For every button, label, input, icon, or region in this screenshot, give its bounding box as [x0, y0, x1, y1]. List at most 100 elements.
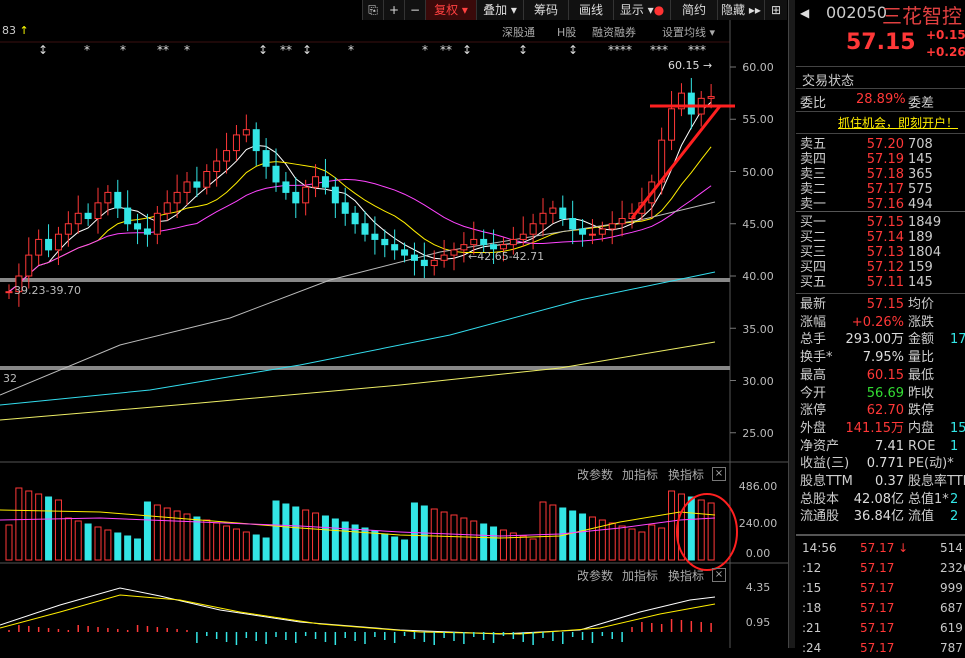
- simple-button[interactable]: 简约: [670, 0, 717, 20]
- volume-bar: [104, 529, 112, 561]
- macd-change-params[interactable]: 改参数: [577, 569, 614, 583]
- volume-bar: [450, 514, 458, 561]
- ma-line-10: [8, 146, 712, 293]
- volume-bar: [381, 533, 389, 561]
- bid-row[interactable]: 买三 57.13 1804: [800, 244, 965, 261]
- volume-bar: [25, 490, 33, 561]
- restore-rights-button[interactable]: 复权 ▾: [425, 0, 476, 20]
- volume-bar: [410, 502, 418, 561]
- expand-icon[interactable]: ⊞: [764, 0, 787, 20]
- candle-body: [410, 254, 418, 261]
- ask-row-label: 卖一: [800, 197, 827, 212]
- stat-v1: 56.69: [866, 385, 904, 401]
- code-label: 83 ↑: [2, 24, 29, 37]
- tick-time: :21: [802, 621, 822, 635]
- volume-bar: [361, 527, 369, 561]
- volume-bar: [638, 531, 646, 561]
- volume-bar: [312, 512, 320, 561]
- hide-button[interactable]: 隐藏 ▸▸: [717, 0, 764, 20]
- collapse-arrow-icon[interactable]: ◀: [800, 6, 810, 20]
- candle-body: [302, 186, 310, 204]
- vol-tick: 486.00: [738, 480, 778, 493]
- tick-row: 14:56 57.17 ↓ 514: [800, 538, 965, 558]
- event-marker: *: [120, 43, 126, 57]
- ask-row[interactable]: 卖二 57.17 575: [800, 181, 965, 198]
- volume-bar: [134, 538, 142, 561]
- bid-row[interactable]: 买四 57.12 159: [800, 259, 965, 276]
- stock-name: 三花智控: [882, 4, 962, 28]
- stat-row: 换手* 7.95% 量比: [800, 349, 965, 366]
- ask-row[interactable]: 卖五 57.20 708: [800, 136, 965, 153]
- tab-h-share[interactable]: H股: [557, 26, 577, 39]
- bid-row-vol: 189: [908, 230, 933, 245]
- volume-bar: [124, 535, 132, 561]
- kline-chart[interactable]: ↕ * * ** * ↕ ** ↕ * * ** ↕ ↕ ↕ **** *** ***: [0, 0, 790, 648]
- stat-v1: 7.95%: [862, 350, 904, 366]
- toolbar-button-lock[interactable]: ⎘: [362, 0, 383, 20]
- candle-body: [549, 207, 557, 214]
- candle-body: [430, 259, 438, 267]
- stat-v2: 1: [950, 438, 959, 454]
- vol-change-params[interactable]: 改参数: [577, 468, 614, 482]
- y-tick: 30.00: [742, 375, 774, 388]
- bid-row[interactable]: 买二 57.14 189: [800, 229, 965, 246]
- ask-row-price: 57.19: [866, 152, 904, 167]
- price-change: +0.15: [926, 28, 965, 42]
- volume-bar: [539, 501, 547, 561]
- overlay-button[interactable]: 叠加 ▾: [476, 0, 523, 20]
- bid-row[interactable]: 买五 57.11 145: [800, 274, 965, 291]
- volume-bar: [430, 508, 438, 561]
- display-button[interactable]: 显示 ▾●: [613, 0, 670, 20]
- ask-row-vol: 365: [908, 167, 933, 182]
- volume-bar: [628, 528, 636, 561]
- candle-body: [460, 244, 468, 251]
- vol-ma-line: [0, 509, 716, 539]
- y-tick: 35.00: [742, 323, 774, 336]
- volume-bar: [598, 519, 606, 561]
- open-account-link[interactable]: 抓住机会，即刻开户！: [838, 116, 959, 130]
- panel-divider[interactable]: [788, 0, 795, 648]
- volume-bar: [341, 521, 349, 561]
- vol-add-indicator[interactable]: 加指标: [622, 468, 659, 482]
- stat-row: 外盘 141.15万 内盘 15: [800, 420, 965, 437]
- stat-l2: 股息率TTM: [908, 474, 965, 489]
- tab-margin-trading[interactable]: 融资融券: [592, 26, 636, 39]
- candle-body: [341, 202, 349, 214]
- macd-add-indicator[interactable]: 加指标: [622, 569, 659, 583]
- chips-button[interactable]: 筹码: [523, 0, 568, 20]
- stat-row: 涨停 62.70 跌停: [800, 402, 965, 419]
- candle-body: [193, 181, 201, 188]
- vol-switch-indicator[interactable]: 换指标: [668, 468, 705, 482]
- candle-body: [490, 244, 498, 250]
- ask-row[interactable]: 卖一 57.16 494: [800, 196, 965, 213]
- tick-vol: 619: [940, 621, 963, 635]
- divider: [796, 211, 965, 212]
- ask-row[interactable]: 卖三 57.18 365: [800, 166, 965, 183]
- candle-body: [15, 275, 23, 293]
- support-band: [0, 366, 730, 370]
- candle-body: [252, 129, 260, 152]
- tab-sz-connect[interactable]: 深股通: [502, 26, 535, 39]
- volume-bar: [54, 499, 62, 561]
- volume-bar: [272, 500, 280, 561]
- bid-row[interactable]: 买一 57.15 1849: [800, 214, 965, 231]
- toolbar-plus-button[interactable]: +: [383, 0, 404, 20]
- toolbar-minus-button[interactable]: −: [404, 0, 425, 20]
- stat-v1: 62.70: [866, 403, 904, 419]
- candle-body: [242, 129, 250, 136]
- trend-annotation: [630, 104, 724, 219]
- volume-bar: [223, 525, 231, 561]
- candle-body: [5, 291, 13, 294]
- macd-close-icon[interactable]: ×: [712, 568, 726, 582]
- ask-row-label: 卖五: [800, 137, 827, 152]
- macd-tick: 0.95: [745, 616, 771, 629]
- ask-row-label: 卖三: [800, 167, 827, 182]
- volume-bar: [282, 503, 290, 561]
- macd-switch-indicator[interactable]: 换指标: [668, 569, 705, 583]
- ask-row[interactable]: 卖四 57.19 145: [800, 151, 965, 168]
- vol-close-icon[interactable]: ×: [712, 467, 726, 481]
- draw-line-button[interactable]: 画线: [568, 0, 613, 20]
- volume-bar: [707, 502, 715, 561]
- tab-set-ma[interactable]: 设置均线 ▾: [662, 26, 716, 39]
- candle-body: [331, 186, 339, 204]
